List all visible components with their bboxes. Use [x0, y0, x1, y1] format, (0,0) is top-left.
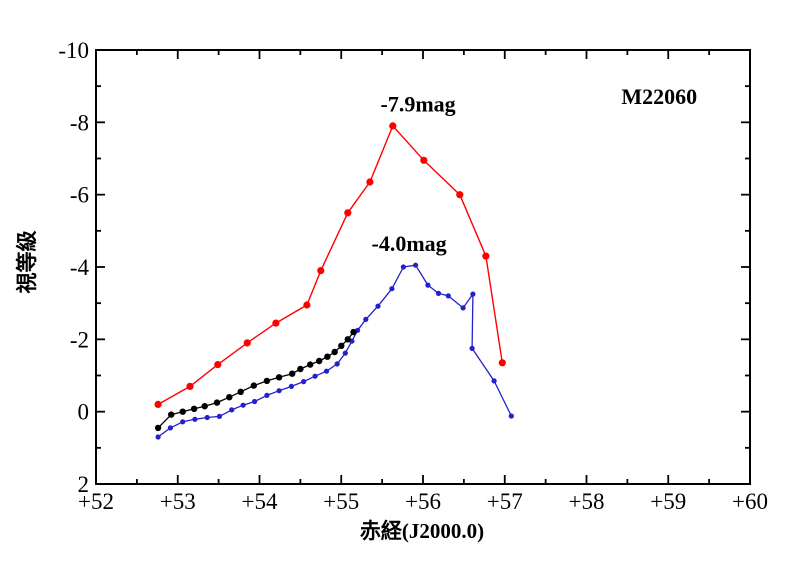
object-id-label: M22060	[621, 84, 697, 109]
y-tick-label: -2	[70, 327, 89, 352]
y-tick-label: -10	[58, 38, 89, 63]
series-point-red	[214, 361, 222, 369]
series-point-blue	[491, 378, 497, 384]
series-point-blue	[276, 388, 282, 394]
x-tick-label: +55	[323, 489, 359, 514]
series-point-red	[482, 252, 490, 260]
y-tick-label: -8	[70, 110, 89, 135]
series-line-red	[157, 125, 503, 406]
blue-peak-label: -4.0mag	[372, 231, 447, 256]
series-point-blue	[375, 303, 381, 309]
series-point-black	[213, 399, 221, 406]
series-point-black	[344, 336, 351, 343]
series-point-blue	[323, 368, 330, 374]
series-point-black	[190, 405, 198, 412]
series-point-blue	[288, 383, 294, 389]
series-point-black	[324, 353, 331, 360]
series-point-black	[263, 377, 271, 385]
series-point-black	[316, 357, 323, 365]
series-point-red	[366, 178, 374, 186]
series-point-red	[303, 301, 311, 309]
series-point-blue	[216, 413, 222, 419]
series-point-blue	[229, 407, 235, 413]
series-point-black	[226, 394, 233, 401]
series-point-blue	[445, 293, 451, 299]
series-point-black	[250, 382, 257, 389]
series-point-blue	[252, 398, 258, 405]
series-point-blue	[334, 361, 340, 367]
y-tick-label: -4	[70, 255, 90, 280]
series-point-blue	[240, 402, 246, 408]
x-tick-label: +53	[160, 489, 196, 514]
series-line-black	[157, 331, 355, 429]
series-point-blue	[342, 350, 348, 356]
series-point-blue	[301, 379, 307, 385]
series-point-red	[243, 339, 251, 347]
series-point-blue	[460, 305, 466, 311]
series-point-black	[275, 374, 283, 381]
x-axis-title: 赤経(J2000.0)	[360, 519, 484, 543]
series-point-blue	[435, 290, 442, 296]
series-point-black	[168, 411, 175, 418]
y-tick-label: 2	[78, 472, 90, 497]
series-point-black	[331, 348, 338, 356]
red-peak-label: -7.9mag	[381, 91, 456, 116]
series-point-black	[179, 408, 186, 415]
series-point-black	[350, 328, 357, 336]
y-tick-label: 0	[78, 400, 90, 425]
series-point-red	[317, 267, 325, 275]
series-point-blue	[469, 345, 475, 351]
series-point-red	[420, 156, 428, 164]
series-point-black	[289, 370, 296, 377]
series-point-blue	[167, 425, 173, 431]
series-point-black	[237, 388, 244, 395]
series-point-blue	[508, 413, 514, 419]
series-point-blue	[204, 414, 210, 421]
series-point-blue	[312, 373, 318, 379]
x-tick-label: +57	[487, 489, 523, 514]
series-point-blue	[363, 316, 369, 322]
series-point-red	[186, 382, 194, 390]
series-point-black	[297, 365, 304, 373]
series-point-black	[154, 424, 162, 432]
series-point-red	[272, 319, 280, 327]
series-point-red	[154, 400, 162, 408]
x-tick-label: +56	[405, 489, 441, 514]
x-tick-label: +59	[650, 489, 686, 514]
series-point-black	[201, 403, 208, 410]
x-tick-label: +60	[732, 489, 768, 514]
series-point-blue	[389, 286, 395, 292]
series-point-red	[456, 191, 464, 199]
series-point-blue	[400, 264, 406, 270]
series-point-blue	[413, 262, 419, 268]
series-point-blue	[264, 392, 270, 398]
series-point-blue	[180, 419, 186, 425]
series-point-blue	[155, 434, 161, 440]
series-point-black	[307, 361, 314, 368]
y-axis-title: 視等級	[15, 231, 39, 295]
series-point-blue	[192, 416, 198, 422]
series-point-red	[498, 359, 506, 367]
series-point-red	[344, 209, 352, 217]
x-tick-label: +54	[242, 489, 278, 514]
y-tick-label: -6	[70, 183, 89, 208]
series-point-black	[338, 342, 345, 349]
series-point-blue	[470, 291, 476, 297]
x-tick-label: +58	[569, 489, 605, 514]
series-point-red	[389, 122, 397, 130]
x-tick-label: +52	[78, 489, 114, 514]
series-point-blue	[425, 282, 431, 288]
